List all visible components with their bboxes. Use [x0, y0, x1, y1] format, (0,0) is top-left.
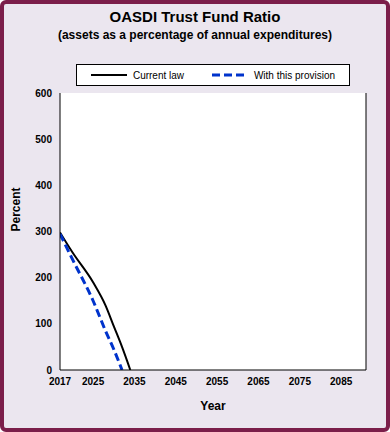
svg-text:2045: 2045	[165, 376, 188, 387]
svg-text:2085: 2085	[330, 376, 353, 387]
svg-text:400: 400	[35, 180, 52, 191]
svg-text:2055: 2055	[206, 376, 229, 387]
svg-text:Year: Year	[200, 399, 226, 413]
svg-text:600: 600	[35, 88, 52, 99]
html-text:With this provision: With this provision	[253, 69, 336, 81]
svg-text:2065: 2065	[247, 376, 270, 387]
svg-text:100: 100	[35, 318, 52, 329]
svg-text:0: 0	[46, 365, 52, 376]
svg-text:Percent: Percent	[9, 187, 23, 231]
html-text:Current law: Current law	[132, 69, 185, 81]
svg-text:200: 200	[35, 272, 52, 283]
svg-text:500: 500	[35, 134, 52, 145]
svg-text:2017: 2017	[49, 376, 72, 387]
svg-text:2025: 2025	[82, 376, 105, 387]
svg-text:300: 300	[35, 226, 52, 237]
svg-text:2035: 2035	[123, 376, 146, 387]
svg-text:2075: 2075	[289, 376, 312, 387]
html-text:(assets as a percentage of ann: (assets as a percentage of annual expend…	[57, 28, 332, 42]
html-text:OASDI Trust Fund Ratio: OASDI Trust Fund Ratio	[109, 8, 281, 25]
